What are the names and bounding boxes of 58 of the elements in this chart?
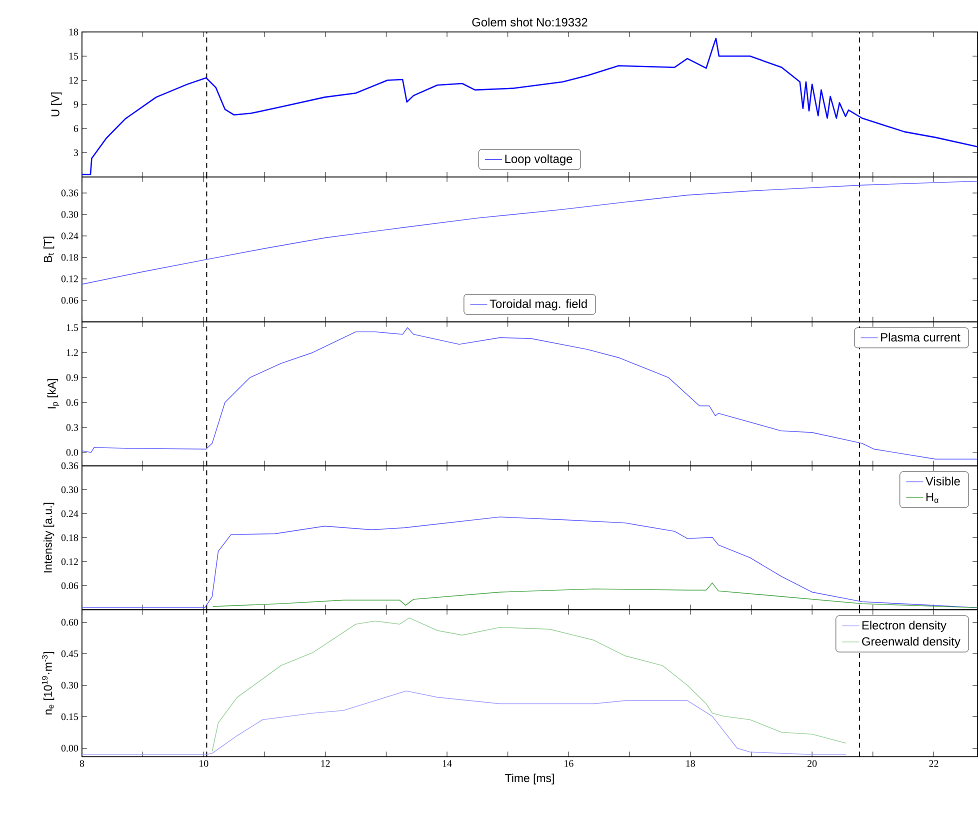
line-series — [212, 582, 978, 608]
line-series — [82, 181, 978, 285]
y-tick-label: 0.60 — [61, 619, 78, 626]
x-tick-label: 18 — [686, 760, 695, 768]
legend-label: Electron density — [862, 620, 946, 632]
y-tick-label: 9 — [74, 101, 78, 108]
y-tick-label: 0.18 — [61, 254, 78, 261]
chart-title: Golem shot No:19332 — [472, 18, 588, 27]
y-tick-label: 0.30 — [61, 682, 78, 689]
y-tick-label: 0.0 — [66, 449, 78, 456]
y-tick-label: 0.06 — [61, 582, 78, 590]
legend-label: H$_{α}$ — [926, 493, 938, 504]
y-axis-title: B$_{t}$ [T] — [44, 236, 54, 262]
y-tick-label: 0.9 — [66, 374, 78, 382]
y-tick-label: 0.15 — [61, 714, 78, 720]
y-tick-label: 3 — [74, 150, 78, 156]
y-tick-label: 0.6 — [66, 399, 78, 406]
y-tick-label: 18 — [69, 28, 78, 36]
y-tick-label: 0.12 — [61, 276, 78, 282]
y-tick-label: 15 — [69, 52, 78, 60]
x-tick-label: 12 — [321, 760, 330, 767]
legend-label: Toroidal mag. field — [490, 299, 587, 311]
line-series — [212, 618, 846, 752]
x-tick-label: 16 — [564, 760, 574, 768]
legend-label: Greenwald density — [862, 637, 960, 648]
y-axis-title: Intensity [a.u.] — [44, 503, 54, 573]
x-tick-label: 20 — [808, 760, 817, 768]
line-series — [82, 38, 978, 176]
legend-label: Plasma current — [881, 332, 960, 342]
x-tick-label: 10 — [200, 760, 208, 768]
y-axis-title: U [V] — [50, 92, 62, 116]
y-tick-label: 0.00 — [61, 745, 78, 752]
y-axis-title: n$_{e}$ [10$^{19}$·m$^{-3}$] — [42, 652, 54, 715]
y-tick-label: 0.06 — [61, 297, 78, 304]
x-tick-label: 8 — [80, 760, 84, 768]
legend-label: Loop voltage — [505, 154, 572, 166]
y-axis-title: I$_{p}$ [kA] — [47, 379, 60, 408]
line-series — [82, 327, 978, 460]
y-tick-label: 0.30 — [61, 486, 78, 494]
y-tick-label: 0.3 — [66, 424, 78, 432]
y-tick-label: 1.5 — [66, 324, 78, 332]
y-tick-label: 0.24 — [61, 232, 78, 240]
y-tick-label: 0.45 — [61, 650, 78, 658]
x-axis-title: Time [ms] — [505, 774, 554, 785]
x-tick-label: 14 — [442, 760, 452, 767]
line-series — [82, 516, 978, 608]
y-tick-label: 0.18 — [61, 534, 78, 542]
legend-label: Visible — [926, 476, 960, 486]
y-tick-label: 12 — [69, 77, 78, 84]
line-series — [82, 690, 846, 756]
y-tick-label: 6 — [74, 125, 78, 132]
y-tick-label: 0.24 — [61, 510, 78, 518]
y-tick-label: 0.30 — [61, 211, 78, 218]
y-tick-label: 0.12 — [61, 558, 78, 566]
y-tick-label: 0.36 — [61, 190, 78, 197]
x-tick-label: 22 — [929, 760, 938, 767]
y-tick-label: 0.36 — [61, 462, 78, 470]
y-tick-label: 1.2 — [66, 349, 78, 356]
